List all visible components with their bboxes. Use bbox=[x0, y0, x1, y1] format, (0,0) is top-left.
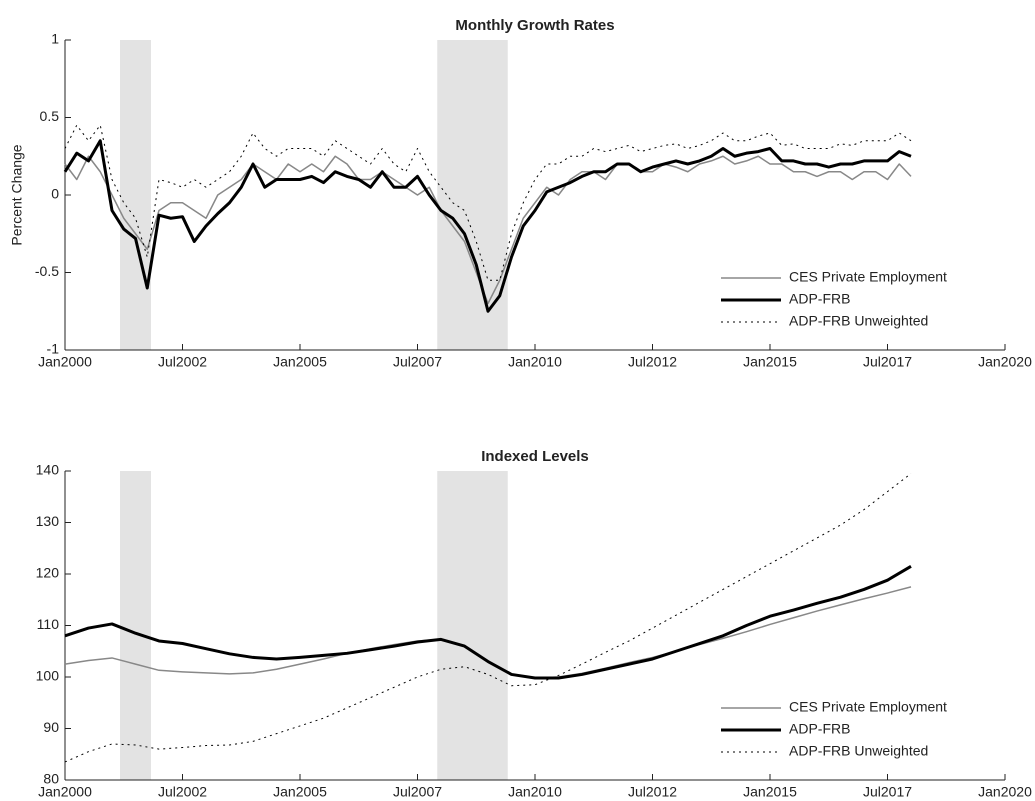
x-tick-label: Jan2020 bbox=[978, 354, 1032, 370]
y-tick-label: -1 bbox=[47, 341, 60, 357]
recession-shade bbox=[119, 40, 152, 350]
y-tick-label: 0.5 bbox=[40, 108, 60, 124]
legend-label: ADP-FRB Unweighted bbox=[789, 743, 928, 759]
legend-label: CES Private Employment bbox=[789, 269, 947, 285]
x-tick-label: Jan2015 bbox=[743, 354, 797, 370]
recession-shade bbox=[119, 471, 152, 780]
x-tick-label: Jul2007 bbox=[393, 354, 442, 370]
y-tick-label: 90 bbox=[43, 719, 59, 735]
y-tick-label: 80 bbox=[43, 771, 59, 787]
legend-label: CES Private Employment bbox=[789, 699, 947, 715]
legend-label: ADP-FRB bbox=[789, 291, 850, 307]
y-tick-label: 140 bbox=[36, 462, 60, 478]
recession-shade bbox=[437, 471, 508, 780]
x-tick-label: Jul2007 bbox=[393, 784, 442, 800]
y-tick-label: -0.5 bbox=[35, 263, 59, 279]
x-tick-label: Jan2005 bbox=[273, 784, 327, 800]
x-tick-label: Jan2015 bbox=[743, 784, 797, 800]
x-tick-label: Jul2012 bbox=[628, 354, 677, 370]
chart-title: Monthly Growth Rates bbox=[455, 17, 614, 34]
y-tick-label: 1 bbox=[51, 31, 59, 47]
legend-label: ADP-FRB Unweighted bbox=[789, 313, 928, 329]
x-tick-label: Jul2002 bbox=[158, 354, 207, 370]
x-tick-label: Jan2010 bbox=[508, 784, 562, 800]
x-tick-label: Jan2020 bbox=[978, 784, 1032, 800]
series-line bbox=[64, 473, 912, 763]
series-line bbox=[64, 564, 912, 680]
x-tick-label: Jan2000 bbox=[38, 784, 92, 800]
series-line bbox=[63, 139, 912, 313]
x-tick-label: Jul2017 bbox=[863, 784, 912, 800]
y-tick-label: 130 bbox=[36, 513, 60, 529]
x-tick-label: Jul2017 bbox=[863, 354, 912, 370]
series-line bbox=[64, 155, 912, 305]
x-tick-label: Jan2010 bbox=[508, 354, 562, 370]
y-tick-label: 120 bbox=[36, 565, 60, 581]
y-tick-label: 100 bbox=[36, 668, 60, 684]
recession-shade bbox=[437, 40, 508, 350]
series-line bbox=[64, 124, 912, 281]
x-tick-label: Jan2005 bbox=[273, 354, 327, 370]
x-tick-label: Jul2012 bbox=[628, 784, 677, 800]
legend-label: ADP-FRB bbox=[789, 721, 850, 737]
chart-title: Indexed Levels bbox=[481, 448, 589, 465]
y-tick-label: 0 bbox=[51, 186, 59, 202]
y-tick-label: 110 bbox=[37, 616, 60, 632]
y-axis-label: Percent Change bbox=[9, 144, 25, 245]
x-tick-label: Jan2000 bbox=[38, 354, 92, 370]
x-tick-label: Jul2002 bbox=[158, 784, 207, 800]
